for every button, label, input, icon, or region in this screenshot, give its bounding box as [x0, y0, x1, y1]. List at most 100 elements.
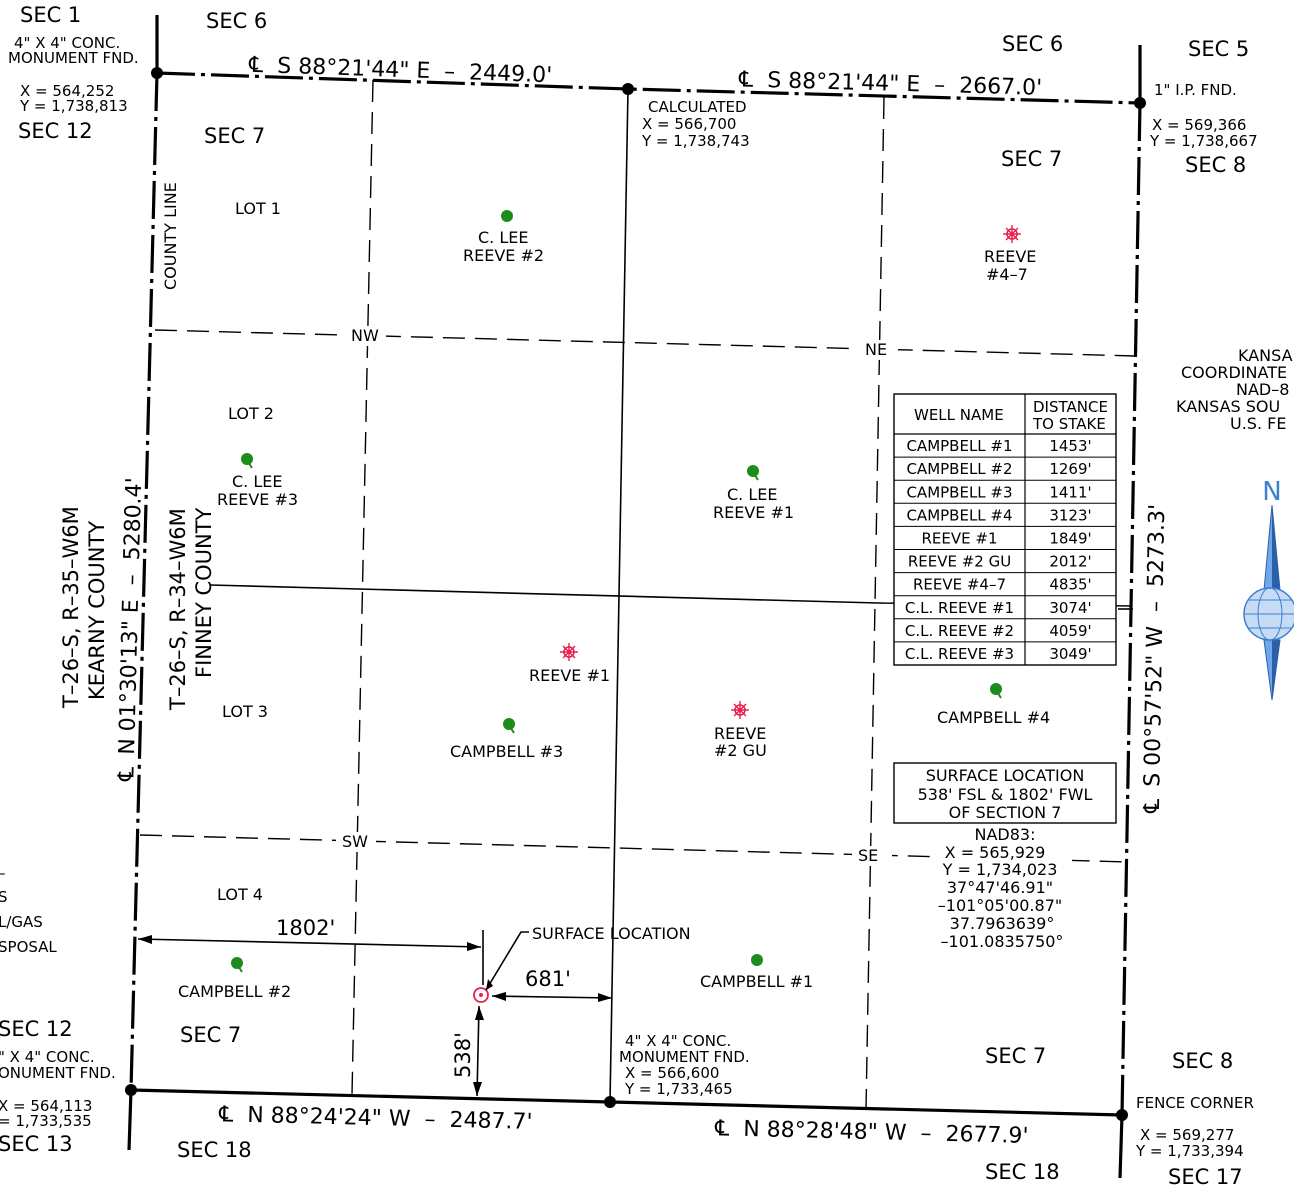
well-label: REEVE — [714, 724, 766, 743]
s-quarter-note: Y = 1,733,465 — [624, 1080, 733, 1098]
s-quarter-note: MONUMENT FND. — [619, 1048, 750, 1066]
well-reeve-1: REEVE #1 — [529, 643, 610, 685]
north-sixteenth-line — [154, 329, 1136, 357]
kansas-note-line: NAD–8 — [1236, 380, 1289, 399]
east-west-quarter-line-left — [209, 584, 879, 604]
east-boundary-extension-south — [1118, 1114, 1124, 1179]
south-left-bearing: ℄ N 88°24'24" W – 2487.7' — [170, 1101, 568, 1136]
plugged-well-icon — [990, 683, 1002, 699]
lot-label: LOT 3 — [222, 702, 268, 721]
wells: C. LEE REEVE #2 REEVE #4–7 C. LEE REEVE … — [178, 210, 1050, 1001]
nw-corner-note: X = 564,252 — [20, 82, 114, 100]
table-cell-distance: 1269' — [1049, 460, 1091, 478]
well-campbell-3: CAMPBELL #3 — [450, 718, 563, 761]
surface-location-leader — [485, 931, 529, 991]
surface-location: SURFACE LOCATION — [473, 924, 691, 1003]
sw-corner-note: X = 564,113 — [0, 1097, 92, 1115]
section-label: SEC 8 — [1185, 153, 1246, 177]
well-reeve-4-7: REEVE #4–7 — [984, 225, 1036, 284]
se-corner-note: X = 569,277 — [1140, 1126, 1234, 1144]
nad83-line: 37°47'46.91" — [947, 878, 1053, 897]
table-cell-well: C.L. REEVE #2 — [905, 622, 1014, 640]
table-cell-well: C.L. REEVE #1 — [905, 599, 1014, 617]
county-label: KEARNY COUNTY — [85, 521, 109, 700]
se-corner-note: FENCE CORNER — [1136, 1094, 1254, 1112]
section-label: SEC 17 — [1168, 1165, 1243, 1188]
ne-corner-note: 1" I.P. FND. — [1154, 81, 1237, 99]
table-cell-distance: 1453' — [1049, 437, 1091, 455]
table-cell-well: CAMPBELL #4 — [906, 506, 1012, 524]
plugged-well-icon — [747, 465, 759, 481]
surface-location-label: SURFACE LOCATION — [532, 924, 691, 943]
table-cell-distance: 4059' — [1049, 622, 1091, 640]
nw-corner-note: 4" X 4" CONC. — [14, 34, 120, 52]
quarter-label: SE — [858, 846, 878, 865]
table-cell-well: C.L. REEVE #3 — [905, 645, 1014, 663]
table-cell-well: REEVE #2 GU — [908, 553, 1011, 571]
legend-fragment: S — [0, 888, 8, 906]
south-sixteenth-line — [139, 834, 1129, 863]
township-label: T–26–S, R–35–W6M — [59, 506, 83, 709]
surface-box-line: 538' FSL & 1802' FWL — [918, 785, 1093, 804]
west-bearing: ℄N 01°30'13" E – 5280.4' — [113, 442, 148, 830]
corner-notes: 4" X 4" CONC. MONUMENT FND. X = 564,252 … — [0, 34, 1258, 1160]
north-letter: N — [1262, 477, 1281, 507]
table-header: DISTANCE — [1033, 398, 1108, 416]
section-label: SEC 7 — [204, 124, 265, 148]
table-cell-distance: 3074' — [1049, 599, 1091, 617]
table-cell-well: CAMPBELL #2 — [906, 460, 1012, 478]
n-quarter-note: Y = 1,738,743 — [641, 132, 750, 150]
lot-label: LOT 2 — [228, 404, 274, 423]
section-label: SEC 8 — [1172, 1049, 1233, 1073]
surface-box-line: OF SECTION 7 — [949, 803, 1062, 822]
well-label: CAMPBELL #1 — [700, 972, 813, 991]
township-label: T–26–S, R–34–W6M — [166, 508, 190, 711]
section-label: SEC 6 — [206, 9, 267, 33]
kansas-note-line: KANSA — [1238, 346, 1293, 365]
lot-label: LOT 4 — [217, 885, 263, 904]
nad83-line: NAD83: — [975, 825, 1036, 844]
nad83-line: Y = 1,734,023 — [942, 860, 1058, 879]
north-left-bearing: ℄ S 88°21'44" E – 2449.0' — [200, 51, 588, 89]
lot-label: LOT 1 — [235, 199, 281, 218]
n-quarter-note: CALCULATED — [648, 98, 747, 116]
well-label: #2 GU — [714, 741, 767, 760]
south-right-bearing: ℄ N 88°28'48" W – 2677.9' — [666, 1115, 1064, 1150]
quarter-label: SW — [342, 832, 368, 851]
ne-corner-note: X = 569,366 — [1152, 116, 1246, 134]
legend-fragment: L/GAS — [0, 913, 43, 931]
table-cell-well: REEVE #1 — [922, 530, 998, 548]
table-cell-distance: 1849' — [1049, 530, 1091, 548]
well-label: REEVE #3 — [217, 490, 298, 509]
nad83-line: –101.0835750° — [941, 932, 1064, 951]
well-label: REEVE #2 — [463, 246, 544, 265]
table-cell-well: CAMPBELL #1 — [906, 437, 1012, 455]
section-labels: SEC 1 SEC 6 SEC 6 SEC 5 SEC 12 SEC 7 SEC… — [0, 3, 1249, 1188]
table-cell-well: CAMPBELL #3 — [906, 483, 1012, 501]
well-c-lee-reeve-3: C. LEE REEVE #3 — [217, 453, 298, 509]
north-boundary-line — [156, 71, 1141, 105]
well-label: C. LEE — [232, 472, 282, 491]
well-reeve-2-gu: REEVE #2 GU — [714, 701, 767, 760]
well-label: REEVE #1 — [529, 666, 610, 685]
well-campbell-2: CAMPBELL #2 — [178, 957, 291, 1001]
gas-well-icon — [1003, 225, 1021, 243]
surface-location-box: SURFACE LOCATION 538' FSL & 1802' FWL OF… — [893, 762, 1117, 824]
kansas-coordinate-note: KANSA COORDINATE NAD–8 KANSAS SOU U.S. F… — [1176, 346, 1293, 433]
nad83-line: 37.7963639° — [950, 914, 1055, 933]
table-cell-distance: 4835' — [1049, 576, 1091, 594]
sw-corner-marker — [125, 1084, 137, 1096]
section-label: SEC 12 — [18, 119, 93, 143]
west-boundary-extension-south — [127, 1089, 133, 1151]
section-label: SEC 5 — [1188, 37, 1249, 61]
s-quarter-marker — [604, 1096, 616, 1108]
section-label: SEC 18 — [177, 1138, 252, 1162]
west-sixteenth-line — [351, 79, 374, 1096]
section-label: SEC 12 — [0, 1017, 73, 1041]
north-arrow-icon: N — [1243, 477, 1294, 701]
nad83-line: X = 565,929 — [945, 843, 1046, 862]
section-label: SEC 7 — [180, 1023, 241, 1047]
plugged-well-icon — [503, 718, 515, 734]
nad83-line: –101°05'00.87" — [938, 896, 1062, 915]
